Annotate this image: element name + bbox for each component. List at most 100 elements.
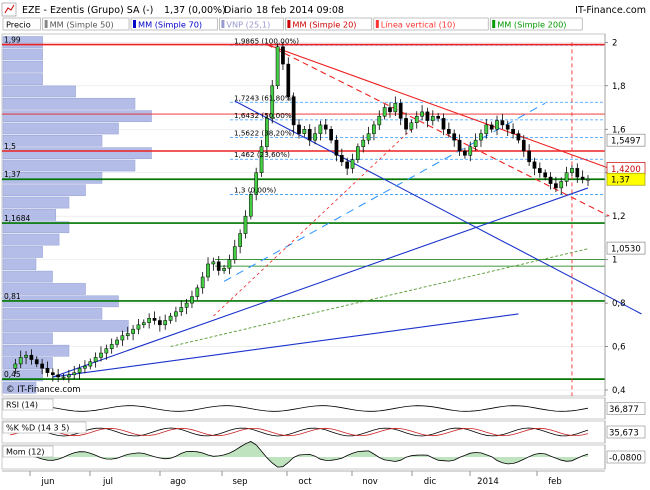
volume-profile-bar xyxy=(2,369,43,382)
legend-label: MM (Simple 20) xyxy=(292,20,356,30)
legend-swatch xyxy=(133,20,136,28)
candle-body xyxy=(61,376,66,379)
candle-body xyxy=(179,307,184,313)
indicator-title-box xyxy=(2,445,54,458)
candle-body xyxy=(436,115,440,119)
candle-body xyxy=(527,150,531,163)
volume-profile-bar xyxy=(2,73,43,85)
stochastic-d-line xyxy=(9,427,589,437)
legend-item-box xyxy=(285,17,373,31)
candle-body xyxy=(275,46,280,87)
price-panel-frame xyxy=(1,33,606,397)
candle-body xyxy=(366,133,371,141)
fib-label: 1,6432 (50,00%) xyxy=(234,111,295,120)
candle-body xyxy=(200,276,205,289)
uptrend-line xyxy=(52,313,519,378)
volume-profile-bar xyxy=(2,246,43,258)
legend-item-box xyxy=(2,17,41,31)
candle-body xyxy=(447,129,451,134)
uptrend-line xyxy=(52,187,589,378)
legend-item-box xyxy=(489,17,583,31)
candle-body xyxy=(479,133,483,141)
candle-body xyxy=(586,178,590,181)
y-tick-label: 0,8 xyxy=(612,299,626,309)
y-tick-label: 0,4 xyxy=(612,386,626,396)
candle-body xyxy=(34,359,39,365)
candle-body xyxy=(468,146,473,156)
volume-profile-bar xyxy=(2,270,53,283)
legend-label: Precio xyxy=(6,20,31,30)
candle-body xyxy=(147,318,151,323)
volume-profile-bar xyxy=(2,258,37,271)
price-tag-box xyxy=(606,133,646,147)
volume-profile-bar xyxy=(2,135,103,147)
candle-body xyxy=(495,120,499,130)
legend-swatch xyxy=(44,20,48,28)
candle-body xyxy=(463,150,467,156)
candle-body xyxy=(313,133,317,141)
candle-body xyxy=(575,168,580,178)
indicator-title: %K %D (14 3 5) xyxy=(6,424,69,433)
volume-profile-bar xyxy=(2,381,37,394)
legend-swatch xyxy=(375,20,379,28)
candle-body xyxy=(452,133,457,141)
chart-line-icon xyxy=(4,4,15,14)
candle-body xyxy=(559,181,564,189)
x-tick-label: jul xyxy=(102,477,113,487)
candle-body xyxy=(554,183,558,189)
candle-body xyxy=(570,168,574,173)
candle-body xyxy=(404,118,408,130)
fib-label: 1,3 (0,00%) xyxy=(234,185,276,194)
candle-body xyxy=(425,111,430,121)
legend-label: Línea vertical (10) xyxy=(381,20,456,30)
timestamp: 18 feb 2014 09:08 xyxy=(256,5,344,16)
volume-profile-bar xyxy=(2,209,57,221)
candle-body xyxy=(109,344,114,349)
candle-body xyxy=(195,287,200,297)
candle-body xyxy=(72,372,77,376)
candle-body xyxy=(93,357,98,363)
candle-body xyxy=(318,124,323,134)
indicator-title-box xyxy=(2,398,54,411)
candle-body xyxy=(56,374,61,378)
candle-body xyxy=(345,161,350,169)
downtrend-line xyxy=(234,100,642,315)
indicator-value-box xyxy=(606,402,646,415)
y-tick-label: 0,6 xyxy=(612,343,626,353)
candle-body xyxy=(104,348,109,354)
brand-name: IT-Finance.com xyxy=(575,5,646,16)
candle-body xyxy=(163,320,168,326)
x-tick-label: nov xyxy=(362,477,378,487)
chart-header: EZE - Ezentis (Grupo) SA (-) 1,37 (0,00%… xyxy=(1,2,646,17)
candle-body xyxy=(281,46,285,65)
indicator-value: 36,877 xyxy=(609,405,639,415)
price-panel: 0,40,60,811,21,41,61,82 1,54971,42001,37… xyxy=(1,33,646,397)
candle-body xyxy=(168,315,173,321)
candle-body xyxy=(286,63,291,97)
candle-body xyxy=(505,124,510,130)
candle-body xyxy=(393,102,398,113)
legend-swatch xyxy=(221,20,225,28)
fib-label: 1,5622 (38,20%) xyxy=(234,128,295,137)
candle-body xyxy=(302,129,307,134)
candle-body xyxy=(388,107,392,113)
volume-profile-level-label: 1,37 xyxy=(4,170,21,179)
legend-label: MM (Simple 70) xyxy=(138,20,202,30)
candle-body xyxy=(24,354,28,358)
volume-profile-bar xyxy=(2,48,43,61)
legend-item: MM (Simple 50) xyxy=(42,17,130,31)
indicator-title-box xyxy=(2,421,87,434)
candle-body xyxy=(457,139,462,152)
candle-body xyxy=(125,333,130,336)
candle-body xyxy=(77,368,82,373)
candle-body xyxy=(473,139,478,147)
candle-body xyxy=(222,268,226,271)
candle-body xyxy=(521,139,526,152)
volume-profile-bar xyxy=(2,172,103,184)
candle-body xyxy=(516,133,521,141)
candle-body xyxy=(414,115,419,123)
volume-profile-bar xyxy=(2,332,53,345)
indicator-panel: %K %D (14 3 5) 35,673 xyxy=(1,420,646,444)
